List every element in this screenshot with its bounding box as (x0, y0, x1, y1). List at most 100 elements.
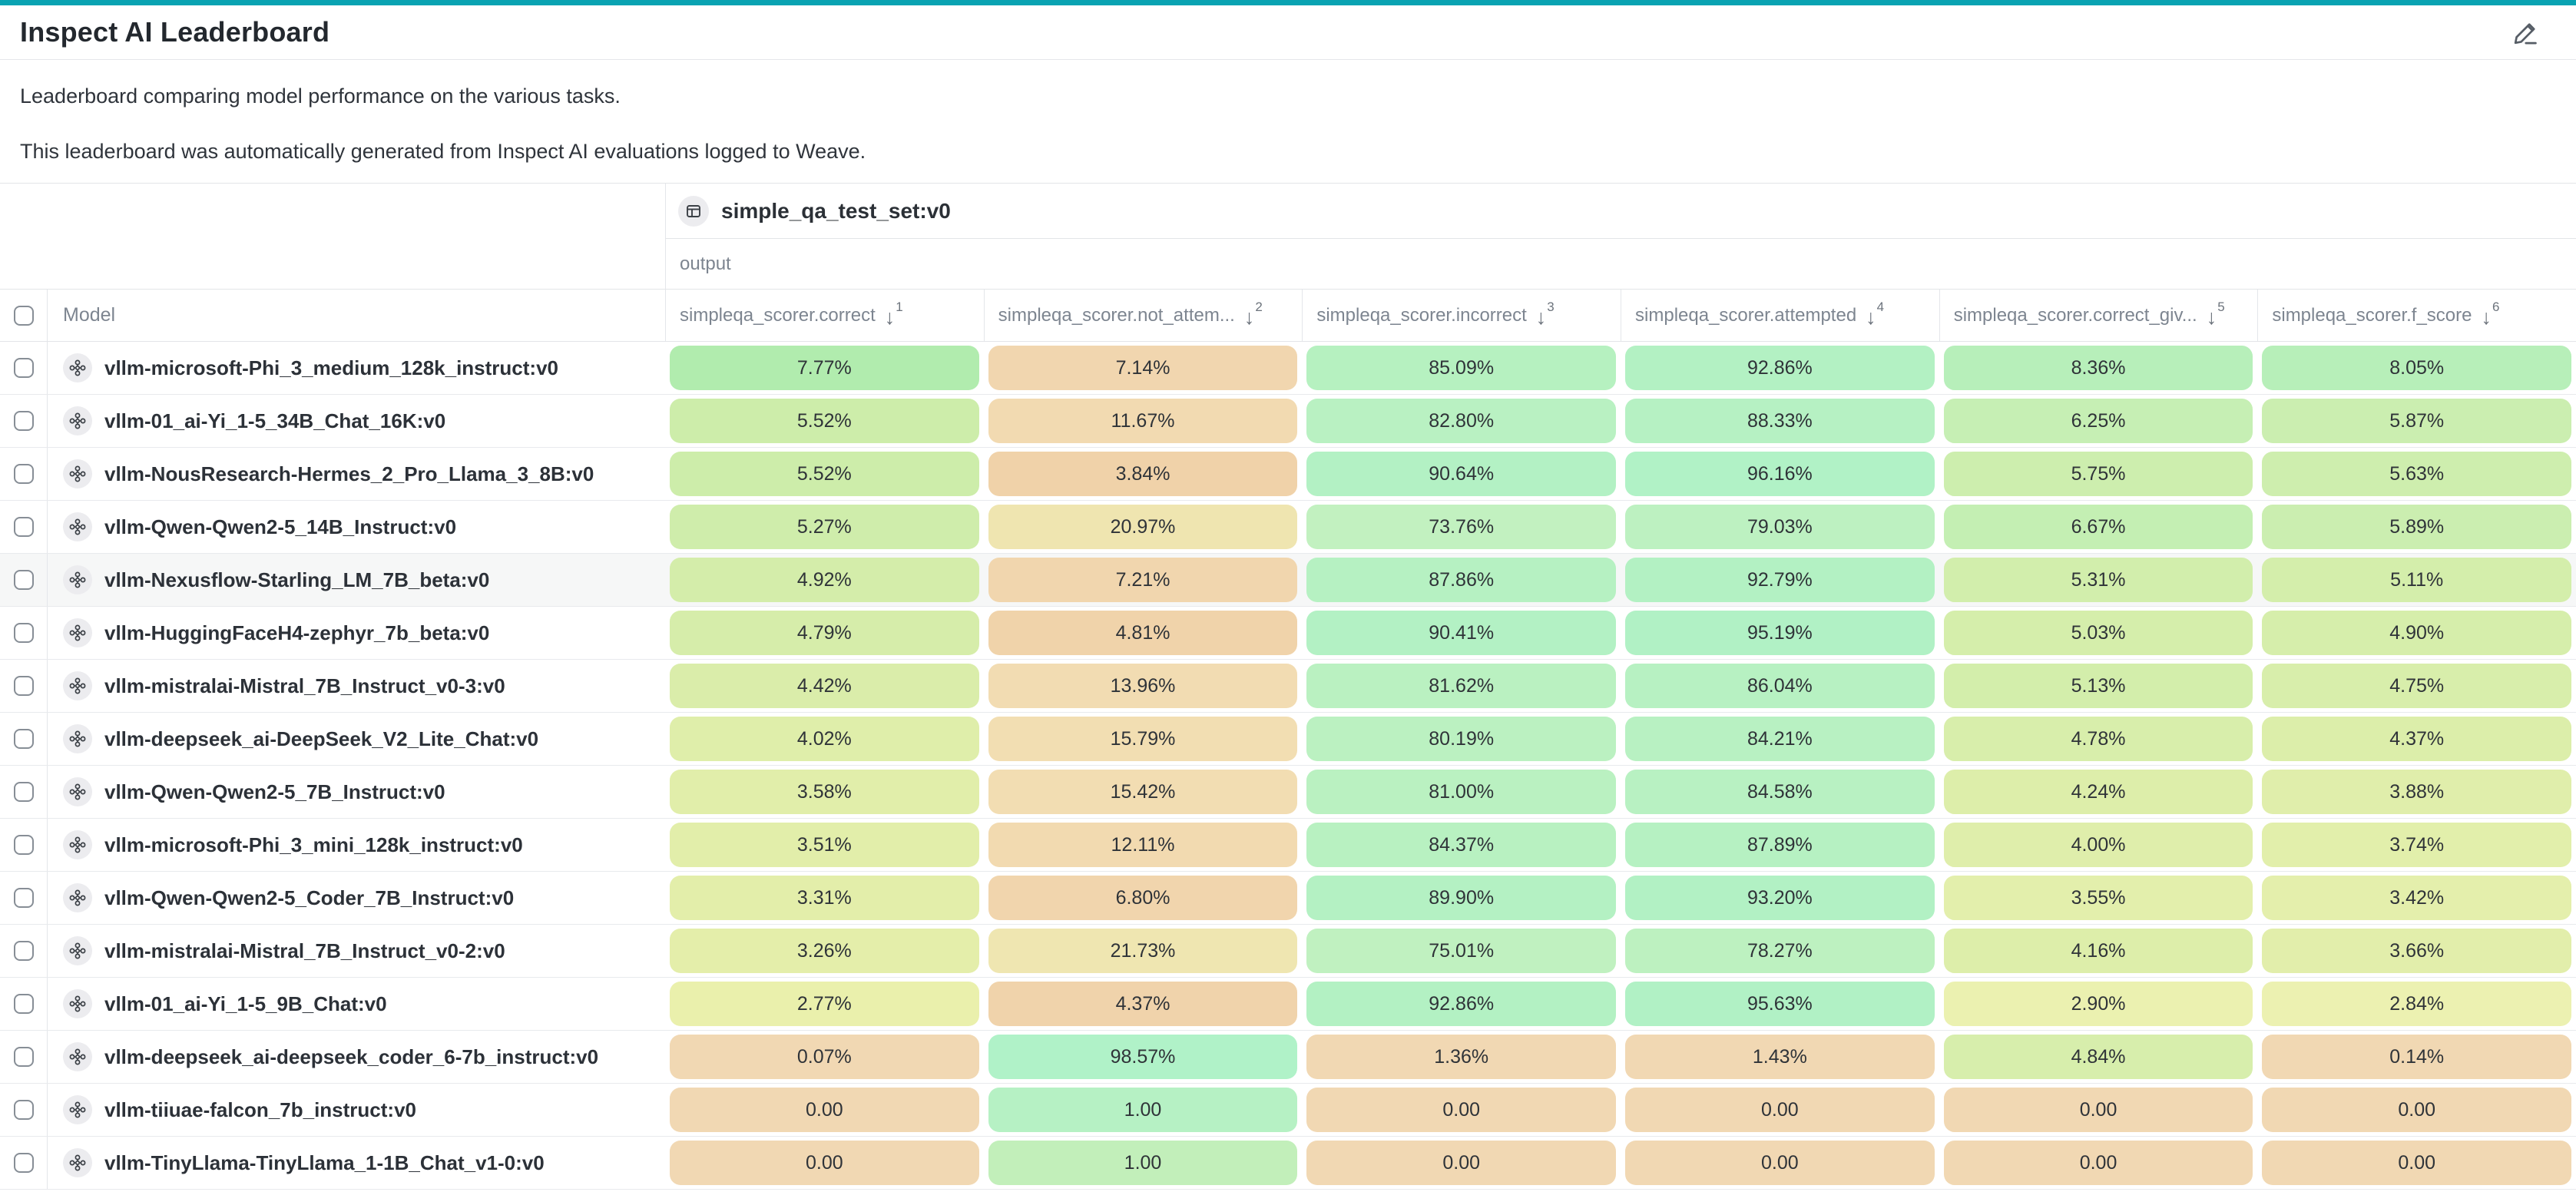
metric-value-chip: 1.43% (1625, 1035, 1935, 1079)
metric-cell-1: 4.42% (665, 660, 984, 712)
model-name: vllm-microsoft-Phi_3_mini_128k_instruct:… (104, 833, 523, 856)
row-checkbox-cell (0, 395, 48, 447)
row-checkbox[interactable] (13, 888, 34, 908)
metric-cell-2: 11.67% (984, 395, 1303, 447)
metric-value-chip: 84.58% (1625, 770, 1935, 814)
row-checkbox[interactable] (13, 676, 34, 696)
table-row: vllm-HuggingFaceH4-zephyr_7b_beta:v0 4.79… (0, 607, 2576, 660)
row-checkbox[interactable] (13, 994, 34, 1014)
edit-leaderboard-button[interactable] (2508, 16, 2542, 50)
metric-value-chip: 7.14% (988, 346, 1298, 390)
metric-column-header-5[interactable]: simpleqa_scorer.correct_giv... ↓ 5 (1939, 290, 2258, 341)
metric-value-chip: 1.00 (988, 1088, 1298, 1132)
model-cell[interactable]: vllm-deepseek_ai-deepseek_coder_6-7b_ins… (48, 1031, 665, 1083)
row-checkbox-cell (0, 607, 48, 659)
model-cell[interactable]: vllm-HuggingFaceH4-zephyr_7b_beta:v0 (48, 607, 665, 659)
row-checkbox[interactable] (13, 729, 34, 749)
metric-cell-1: 3.51% (665, 819, 984, 871)
model-cell[interactable]: vllm-Qwen-Qwen2-5_Coder_7B_Instruct:v0 (48, 872, 665, 924)
table-row: vllm-Qwen-Qwen2-5_Coder_7B_Instruct:v0 3.… (0, 872, 2576, 925)
model-name: vllm-mistralai-Mistral_7B_Instruct_v0-2:… (104, 939, 505, 962)
metric-cell-5: 4.16% (1939, 925, 2258, 977)
row-checkbox-cell (0, 1031, 48, 1083)
metric-value-chip: 4.02% (670, 717, 979, 761)
metric-cell-6: 5.89% (2257, 501, 2576, 553)
sort-desc-arrow-icon: ↓ (884, 306, 896, 329)
model-icon-circle (63, 1095, 92, 1124)
metric-cell-1: 5.52% (665, 395, 984, 447)
metric-value-chip: 81.62% (1306, 664, 1617, 708)
row-checkbox[interactable] (13, 411, 34, 431)
metric-cell-3: 89.90% (1302, 872, 1621, 924)
row-checkbox[interactable] (13, 570, 34, 590)
metric-value-chip: 4.16% (1943, 929, 2253, 973)
model-cell[interactable]: vllm-deepseek_ai-DeepSeek_V2_Lite_Chat:v… (48, 713, 665, 765)
select-all-checkbox[interactable] (13, 305, 34, 326)
metric-value-chip: 4.37% (2262, 717, 2572, 761)
metric-value-chip: 3.58% (670, 770, 979, 814)
model-cell[interactable]: vllm-01_ai-Yi_1-5_9B_Chat:v0 (48, 978, 665, 1030)
model-hub-icon (68, 412, 87, 430)
metric-value-chip: 5.52% (670, 399, 979, 443)
dataset-group-cell[interactable]: simple_qa_test_set:v0 (665, 184, 2576, 239)
model-cell[interactable]: vllm-TinyLlama-TinyLlama_1-1B_Chat_v1-0:… (48, 1137, 665, 1189)
metric-value-chip: 3.31% (670, 876, 979, 920)
description-line-2: This leaderboard was automatically gener… (20, 140, 866, 163)
metric-column-header-4[interactable]: simpleqa_scorer.attempted ↓ 4 (1621, 290, 1939, 341)
row-checkbox[interactable] (13, 358, 34, 378)
metric-value-chip: 4.37% (988, 982, 1298, 1026)
sort-indicator: ↓ 3 (1536, 300, 1555, 328)
metric-value-chip: 0.00 (670, 1141, 979, 1185)
metric-cell-2: 7.14% (984, 342, 1303, 394)
metric-cell-5: 5.75% (1939, 448, 2258, 500)
metric-cell-4: 0.00 (1621, 1084, 1939, 1136)
group-row-spacer (0, 184, 665, 239)
metric-cell-5: 5.03% (1939, 607, 2258, 659)
row-checkbox[interactable] (13, 835, 34, 855)
row-checkbox-cell (0, 342, 48, 394)
table-row: vllm-01_ai-Yi_1-5_9B_Chat:v0 2.77% 4.37% 92… (0, 978, 2576, 1031)
metric-column-header-2[interactable]: simpleqa_scorer.not_attem... ↓ 2 (983, 290, 1303, 341)
metric-cell-1: 4.92% (665, 554, 984, 606)
metric-cell-4: 1.43% (1621, 1031, 1939, 1083)
model-icon-circle (63, 353, 92, 382)
metric-cell-6: 3.42% (2257, 872, 2576, 924)
row-checkbox[interactable] (13, 1153, 34, 1173)
metric-cell-6: 4.90% (2257, 607, 2576, 659)
row-checkbox[interactable] (13, 623, 34, 643)
row-checkbox[interactable] (13, 782, 34, 802)
metric-cell-3: 73.76% (1302, 501, 1621, 553)
metric-cell-4: 88.33% (1621, 395, 1939, 447)
metric-column-header-1[interactable]: simpleqa_scorer.correct ↓ 1 (665, 290, 984, 341)
metric-column-header-3[interactable]: simpleqa_scorer.incorrect ↓ 3 (1302, 290, 1621, 341)
metric-column-header-6[interactable]: simpleqa_scorer.f_score ↓ 6 (2257, 290, 2576, 341)
row-checkbox[interactable] (13, 1100, 34, 1120)
model-name: vllm-mistralai-Mistral_7B_Instruct_v0-3:… (104, 674, 505, 697)
model-cell[interactable]: vllm-Qwen-Qwen2-5_7B_Instruct:v0 (48, 766, 665, 818)
row-checkbox-cell (0, 819, 48, 871)
model-cell[interactable]: vllm-Nexusflow-Starling_LM_7B_beta:v0 (48, 554, 665, 606)
model-name: vllm-tiiuae-falcon_7b_instruct:v0 (104, 1098, 416, 1121)
model-cell[interactable]: vllm-tiiuae-falcon_7b_instruct:v0 (48, 1084, 665, 1136)
table-row: vllm-mistralai-Mistral_7B_Instruct_v0-3:… (0, 660, 2576, 713)
metric-value-chip: 79.03% (1625, 505, 1935, 549)
metric-value-chip: 11.67% (988, 399, 1298, 443)
metric-value-chip: 88.33% (1625, 399, 1935, 443)
row-checkbox-cell (0, 872, 48, 924)
model-cell[interactable]: vllm-NousResearch-Hermes_2_Pro_Llama_3_8… (48, 448, 665, 500)
model-hub-icon (68, 730, 87, 748)
model-cell[interactable]: vllm-Qwen-Qwen2-5_14B_Instruct:v0 (48, 501, 665, 553)
model-cell[interactable]: vllm-01_ai-Yi_1-5_34B_Chat_16K:v0 (48, 395, 665, 447)
metric-cell-3: 0.00 (1302, 1084, 1621, 1136)
sort-desc-arrow-icon: ↓ (1866, 306, 1876, 329)
model-cell[interactable]: vllm-mistralai-Mistral_7B_Instruct_v0-3:… (48, 660, 665, 712)
model-cell[interactable]: vllm-microsoft-Phi_3_mini_128k_instruct:… (48, 819, 665, 871)
row-checkbox[interactable] (13, 464, 34, 484)
model-cell[interactable]: vllm-microsoft-Phi_3_medium_128k_instruc… (48, 342, 665, 394)
row-checkbox[interactable] (13, 941, 34, 961)
model-hub-icon (68, 995, 87, 1013)
row-checkbox[interactable] (13, 1047, 34, 1067)
model-cell[interactable]: vllm-mistralai-Mistral_7B_Instruct_v0-2:… (48, 925, 665, 977)
metric-value-chip: 5.13% (1943, 664, 2253, 708)
row-checkbox[interactable] (13, 517, 34, 537)
